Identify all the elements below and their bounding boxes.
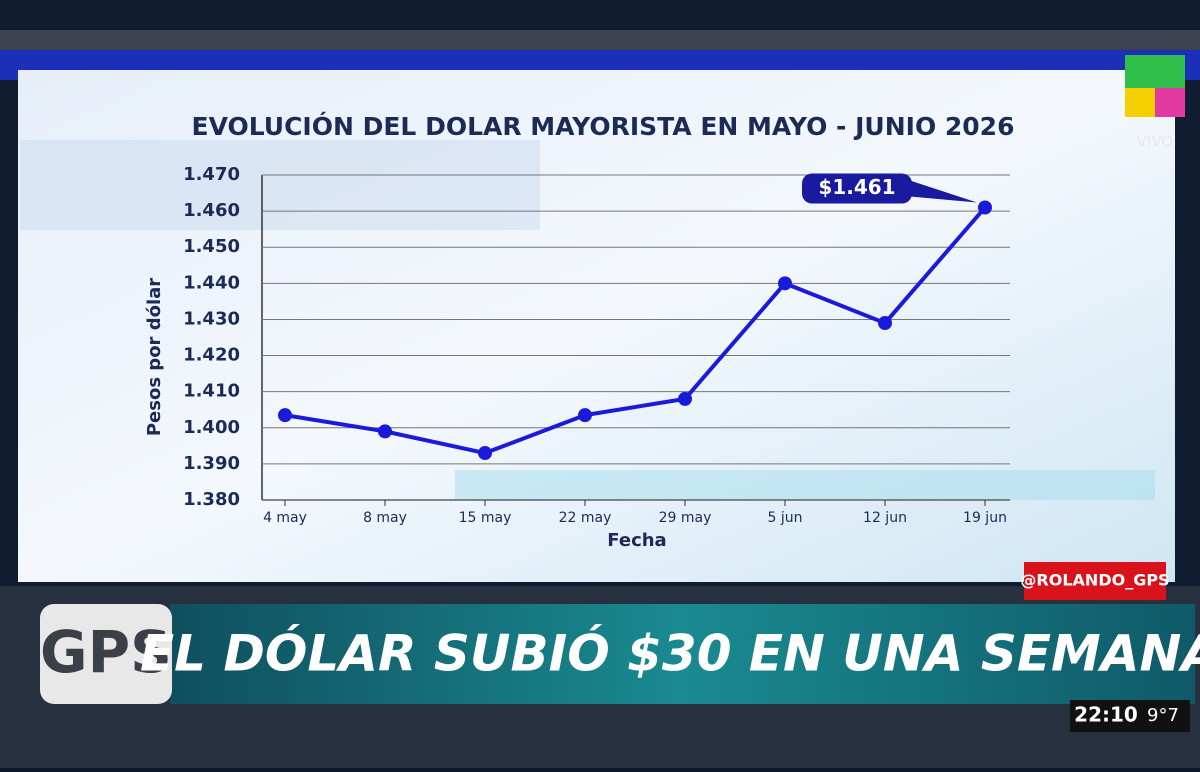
label-box — [802, 173, 912, 204]
y-tick-label: 1.440 — [183, 272, 240, 293]
x-tick-label: 8 may — [363, 510, 407, 526]
line — [284, 206, 987, 456]
studio-beam — [0, 30, 1200, 50]
x-tick-label: 5 jun — [768, 510, 803, 526]
handle-box — [1024, 562, 1166, 600]
y-tick-label: 1.460 — [183, 200, 240, 221]
handle: @ROLANDO_GPS — [1020, 571, 1169, 590]
x-axis-label: Fecha — [607, 530, 666, 551]
x-tick-label: 29 may — [659, 510, 712, 526]
y-tick-label: 1.410 — [183, 381, 240, 402]
panel-stripe — [455, 470, 1155, 500]
channel-logo-part — [1125, 88, 1155, 117]
point — [978, 200, 992, 215]
logo: GPS — [40, 618, 172, 686]
channel-logo-part — [1155, 88, 1185, 117]
y-tick-label: 1.470 — [183, 164, 240, 185]
headline-band — [170, 604, 1195, 704]
x-tick-label: 12 jun — [863, 510, 907, 526]
y-tick-label: 1.400 — [183, 417, 240, 438]
clock-box — [1070, 700, 1190, 732]
x-tick-label: 19 jun — [963, 510, 1007, 526]
clock: 22:10 — [1074, 703, 1138, 727]
logo-box — [40, 604, 172, 704]
headline: EL DÓLAR SUBIÓ $30 EN UNA SEMANA — [140, 624, 1200, 683]
panel-stripe — [20, 140, 540, 230]
point — [478, 446, 492, 461]
chart-title: EVOLUCIÓN DEL DOLAR MAYORISTA EN MAYO - … — [192, 111, 1015, 141]
point — [578, 408, 592, 423]
x-tick-label: 15 may — [459, 510, 512, 526]
y-tick-label: 1.430 — [183, 308, 240, 329]
y-tick-label: 1.450 — [183, 236, 240, 257]
y-tick-label: 1.380 — [183, 489, 240, 510]
point — [878, 316, 892, 331]
x-tick-label: 22 may — [559, 510, 612, 526]
point — [678, 391, 692, 406]
temperature: 9°7 — [1147, 705, 1179, 726]
y-tick-label: 1.420 — [183, 345, 240, 366]
live-label: VIVO — [1137, 133, 1174, 151]
y-tick-label: 1.390 — [183, 453, 240, 474]
y-axis-label: Pesos por dólar — [144, 278, 165, 436]
label-pointer — [910, 180, 977, 203]
point — [778, 276, 792, 291]
point — [278, 408, 292, 423]
x-tick-label: 4 may — [263, 510, 307, 526]
value-label: $1.461 — [818, 175, 895, 199]
point — [378, 424, 392, 439]
